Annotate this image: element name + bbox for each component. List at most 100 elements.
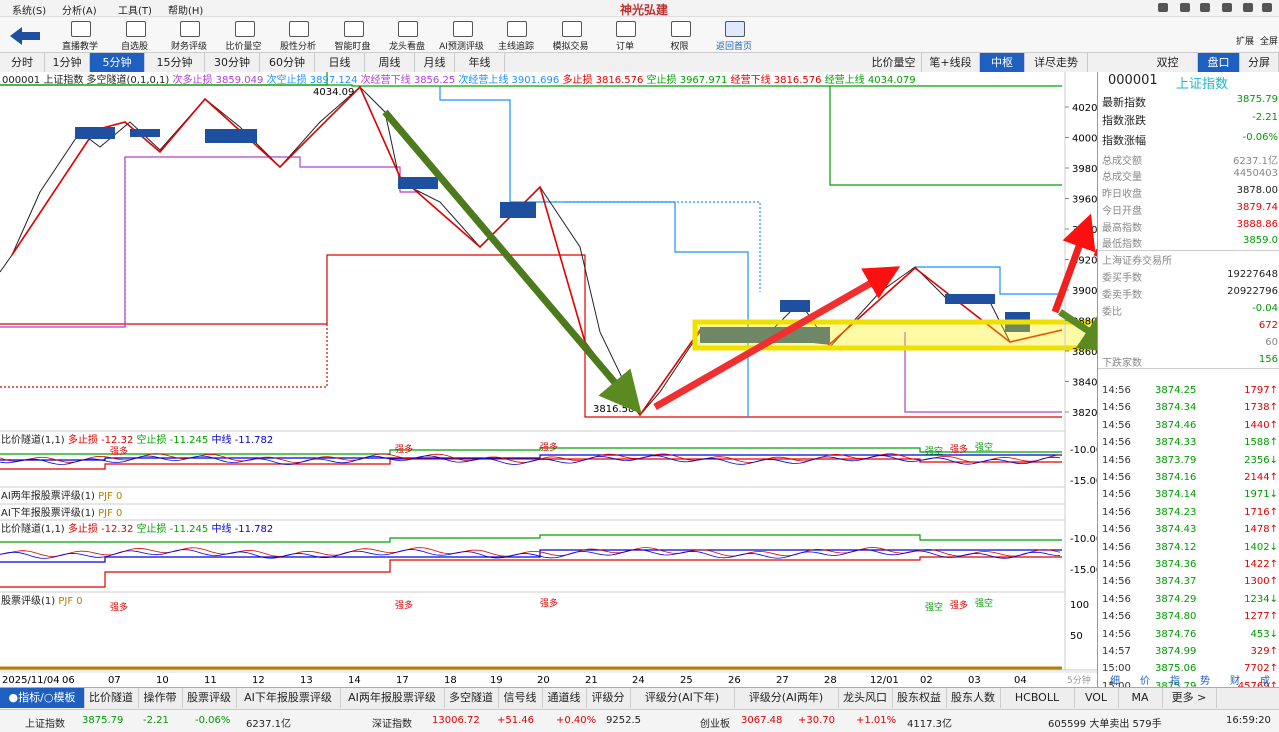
indicator-tab[interactable]: ●指标/○模板 — [0, 688, 85, 708]
period-tab[interactable]: 15分钟 — [145, 53, 205, 72]
indicator-tab[interactable]: 更多 > — [1162, 688, 1217, 708]
chart-tab[interactable]: 详尽走势 — [1025, 53, 1088, 72]
period-tab[interactable]: 5分钟 — [90, 53, 145, 72]
period-tab[interactable]: 60分钟 — [260, 53, 315, 72]
toolbar-button[interactable]: 扩展 — [1236, 37, 1255, 47]
trade-time: 15:00 — [1102, 663, 1131, 675]
indicator-tab[interactable]: 龙头风口 — [838, 688, 893, 708]
indicator-tab[interactable]: 评级分(AI下年) — [630, 688, 735, 708]
status-bar: 上证指数 3875.79 -2.21 -0.06% 6237.1亿 深证指数 13006.7… — [0, 709, 1279, 732]
indicator-tab[interactable]: 信号线 — [498, 688, 543, 708]
panel-tab[interactable]: 盘口 — [1198, 53, 1240, 72]
toolbar-icon[interactable] — [234, 21, 255, 37]
toolbar-icon[interactable] — [180, 21, 200, 37]
period-tab[interactable]: 1分钟 — [45, 53, 90, 72]
toolbar-button[interactable]: 模拟交易 — [552, 42, 589, 52]
window-button[interactable] — [1200, 3, 1210, 12]
x-tick-label: 12/01 — [870, 675, 899, 686]
toolbar-icon[interactable] — [561, 21, 582, 37]
trade-time: 14:56 — [1102, 559, 1131, 570]
panel-value: 空止损 -11.245 — [136, 433, 211, 446]
status-item: 13006.72 — [432, 715, 480, 726]
indicator-tab[interactable]: VOL — [1074, 688, 1119, 708]
indicator-tab[interactable]: 股东人数 — [946, 688, 1001, 708]
detail-tab[interactable]: 势 — [1200, 676, 1210, 687]
detail-tab[interactable]: 成 — [1260, 676, 1270, 687]
toolbar-button[interactable]: 比价量空 — [225, 42, 262, 52]
chart-tab[interactable]: 比价量空 — [866, 53, 922, 72]
toolbar-icon[interactable] — [343, 21, 364, 37]
window-button[interactable] — [1222, 3, 1232, 12]
indicator-tab[interactable]: 评级分 — [586, 688, 631, 708]
toolbar-button[interactable]: 龙头看盘 — [388, 42, 425, 52]
toolbar-icon[interactable] — [507, 21, 527, 37]
menu-item[interactable]: 系统(S) — [12, 6, 47, 17]
indicator-tab[interactable]: AI两年报股票评级 — [340, 688, 445, 708]
indicator-tab[interactable]: 操作带 — [138, 688, 183, 708]
toolbar-icon[interactable] — [289, 21, 309, 37]
period-tab[interactable]: 30分钟 — [205, 53, 260, 72]
toolbar-button[interactable]: 直播教学 — [61, 42, 98, 52]
window-button[interactable] — [1243, 3, 1253, 12]
detail-tab[interactable]: 价 — [1140, 676, 1150, 687]
status-item: 6237.1亿 — [246, 719, 291, 730]
period-tab[interactable]: 周线 — [365, 53, 415, 72]
panel-tab[interactable]: 双控 — [1138, 53, 1198, 72]
period-tab[interactable]: 日线 — [315, 53, 365, 72]
chart-tab[interactable]: 中枢 — [980, 53, 1025, 72]
toolbar-button[interactable]: 返回首页 — [715, 42, 752, 52]
toolbar-icon[interactable] — [616, 21, 636, 37]
menu-item[interactable]: 帮助(H) — [168, 6, 204, 17]
indicator-tab[interactable]: AI下年报股票评级 — [236, 688, 341, 708]
toolbar-button[interactable]: 自选股 — [120, 42, 148, 52]
chart-tab[interactable]: 笔+线段 — [922, 53, 980, 72]
toolbar-icon[interactable] — [71, 21, 91, 37]
y-tick-label: -10.00 — [1070, 534, 1097, 545]
quote-label: 总成交量 — [1102, 172, 1142, 183]
period-tab[interactable]: 分时 — [0, 53, 45, 72]
panel-value: 股票评级(1) — [1, 595, 58, 607]
period-tab[interactable]: 年线 — [455, 53, 505, 72]
trade-price: 3874.29 — [1155, 593, 1197, 605]
toolbar-icon[interactable] — [398, 21, 418, 37]
window-button[interactable] — [1262, 3, 1272, 12]
status-item: 605599 大单卖出 579手 — [1048, 719, 1162, 730]
trade-price: 3874.14 — [1155, 489, 1197, 501]
indicator-tab[interactable]: 比价隧道 — [84, 688, 139, 708]
toolbar-button[interactable]: 财务评级 — [170, 42, 207, 52]
toolbar-icon[interactable] — [452, 21, 473, 37]
indicator-tab[interactable]: 通道线 — [542, 688, 587, 708]
indicator-tab[interactable]: 股票评级 — [182, 688, 237, 708]
indicator-tab[interactable]: 多空隧道 — [444, 688, 499, 708]
toolbar-icon[interactable] — [670, 21, 691, 37]
toolbar-button[interactable]: 主线追踪 — [497, 42, 534, 52]
toolbar-button[interactable]: 权限 — [670, 42, 689, 52]
detail-tab[interactable]: 财 — [1230, 676, 1240, 687]
toolbar-button[interactable]: 订单 — [615, 42, 634, 52]
window-button[interactable] — [1158, 3, 1168, 12]
toolbar-button[interactable]: 全屏 — [1260, 37, 1279, 47]
y-tick-label: 3960 — [1072, 195, 1097, 206]
panel-legend: 股票评级(1) PJF 0 — [1, 595, 83, 607]
indicator-value: 次多止损 3859.049 — [173, 73, 267, 86]
window-button[interactable] — [1180, 3, 1190, 12]
toolbar-button[interactable]: 智能盯盘 — [334, 42, 371, 52]
panel-value: AI两年报股票评级(1) — [1, 489, 98, 502]
quote-label: 委卖手数 — [1102, 290, 1142, 301]
panel-tab[interactable]: 分屏 — [1240, 53, 1279, 72]
detail-tab[interactable]: 指 — [1170, 676, 1180, 687]
indicator-tab[interactable]: MA — [1118, 688, 1163, 708]
signal-label: 强多 — [540, 441, 558, 453]
toolbar-icon[interactable] — [725, 21, 745, 37]
period-tab[interactable]: 月线 — [415, 53, 455, 72]
detail-tab[interactable]: 细 — [1110, 676, 1120, 687]
back-icon[interactable] — [8, 25, 42, 47]
indicator-tab[interactable]: 股东权益 — [892, 688, 947, 708]
indicator-tab[interactable]: 评级分(AI两年) — [734, 688, 839, 708]
toolbar-icon[interactable] — [125, 21, 146, 37]
menu-item[interactable]: 分析(A) — [62, 6, 97, 17]
toolbar-button[interactable]: AI预测评级 — [439, 42, 484, 52]
toolbar-button[interactable]: 股性分析 — [279, 42, 316, 52]
menu-item[interactable]: 工具(T) — [118, 6, 152, 17]
indicator-tab[interactable]: HCBOLL — [1000, 688, 1075, 708]
